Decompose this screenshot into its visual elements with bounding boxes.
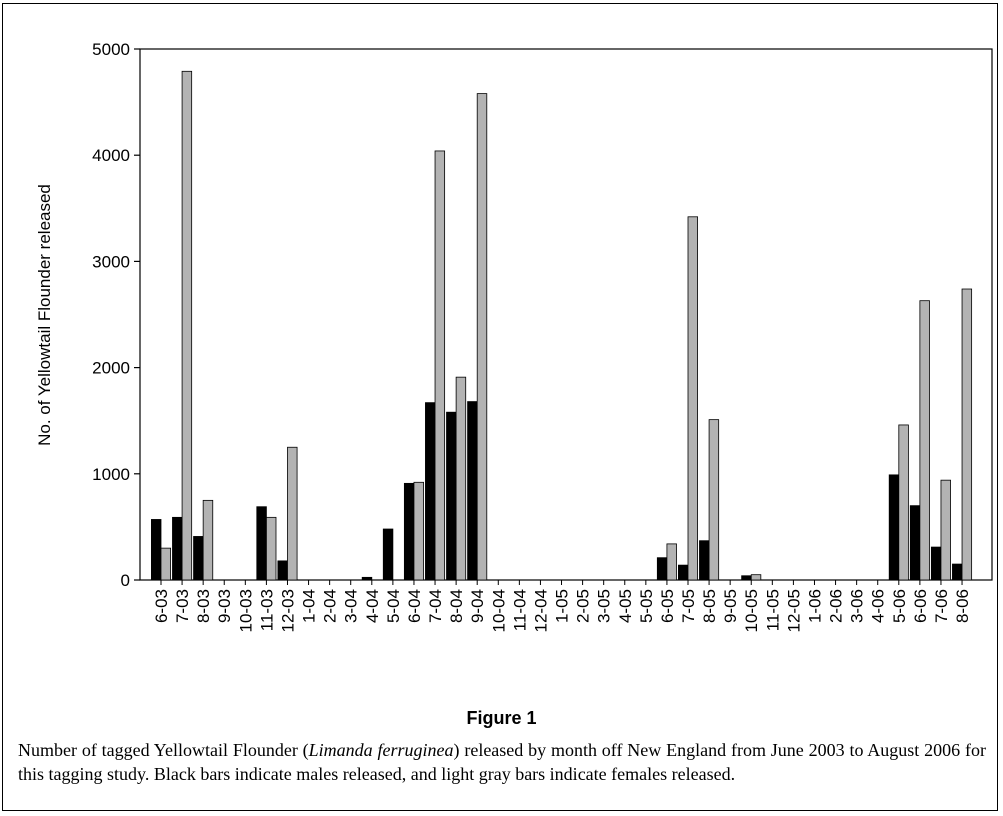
x-tick-label: 7-04 [426, 589, 445, 623]
x-tick-label: 10-04 [489, 589, 508, 632]
bar [181, 70, 193, 581]
bar [434, 150, 446, 581]
x-tick-label: 7-03 [173, 589, 192, 623]
figure-frame [2, 3, 998, 811]
x-tick-label: 4-06 [869, 589, 888, 623]
bar [382, 528, 394, 581]
x-tick-label: 6-05 [658, 589, 677, 623]
x-tick-label: 6-04 [405, 589, 424, 623]
x-tick-label: 8-06 [953, 589, 972, 623]
y-tick-label: 3000 [92, 252, 130, 271]
bar [898, 424, 909, 581]
x-tick-label: 1-05 [553, 589, 572, 623]
bar [277, 560, 288, 581]
caption-text: ) released by month off New England from… [18, 740, 986, 784]
x-tick-label: 3-05 [595, 589, 614, 623]
caption: Number of tagged Yellowtail Flounder (Li… [18, 738, 986, 786]
bar [193, 536, 204, 581]
x-tick-label: 3-04 [342, 589, 361, 623]
x-tick-label: 9-03 [215, 589, 234, 623]
y-tick-label: 2000 [92, 359, 130, 378]
bar [952, 563, 963, 581]
x-tick-label: 5-06 [890, 589, 909, 623]
bar [666, 543, 677, 581]
bar [467, 401, 478, 581]
bar [699, 540, 710, 581]
bar [446, 411, 457, 581]
plot-frame [139, 48, 993, 581]
bar [687, 216, 699, 581]
x-tick-label: 9-05 [721, 589, 740, 623]
y-tick-label: 4000 [92, 146, 130, 165]
x-tick-label: 9-04 [468, 589, 487, 623]
bar [888, 474, 900, 581]
caption-species: Limanda ferruginea [308, 740, 454, 760]
x-tick-label: 5-04 [384, 589, 403, 623]
x-tick-label: 8-05 [700, 589, 719, 623]
y-tick-label: 1000 [92, 465, 130, 484]
bar [361, 576, 373, 581]
x-tick-label: 4-04 [363, 589, 382, 623]
x-tick-label: 1-04 [300, 589, 319, 623]
y-tick-label: 5000 [92, 40, 130, 59]
bar [265, 516, 277, 581]
x-tick-label: 6-06 [911, 589, 930, 623]
figure-label: Figure 1 [466, 708, 537, 728]
x-tick-label: 2-04 [321, 589, 340, 623]
x-tick-label: 5-05 [637, 589, 656, 623]
bar [961, 288, 973, 581]
bar [287, 446, 298, 581]
caption-text: Number of tagged Yellowtail Flounder ( [18, 740, 309, 760]
x-tick-label: 11-04 [510, 589, 529, 631]
bar [708, 419, 720, 581]
x-tick-label: 4-05 [616, 589, 635, 623]
bar [202, 499, 214, 581]
x-tick-label: 1-06 [805, 589, 824, 623]
bar [413, 481, 424, 581]
bar [656, 557, 668, 581]
bar [476, 93, 488, 581]
x-tick-label: 12-05 [784, 589, 803, 632]
x-tick-label: 10-03 [236, 589, 255, 632]
x-tick-label: 10-05 [742, 589, 761, 632]
x-tick-label: 6-03 [152, 589, 171, 623]
bar [930, 546, 942, 581]
bar [425, 402, 436, 581]
bar [256, 506, 267, 581]
bar [750, 574, 762, 581]
x-tick-label: 7-06 [932, 589, 951, 623]
x-tick-label: 12-04 [531, 589, 550, 632]
bar [919, 300, 930, 581]
chart: No. of Yellowtail Flounder released 0 100… [35, 40, 993, 632]
x-tick-label: 2-06 [827, 589, 846, 623]
x-tick-label: 8-04 [447, 589, 466, 623]
bar [455, 376, 467, 581]
bar [940, 479, 951, 581]
y-axis-label: No. of Yellowtail Flounder released [35, 184, 54, 446]
x-tick-label: 8-03 [194, 589, 213, 623]
bar [150, 519, 162, 581]
x-tick-label: 12-03 [278, 589, 297, 632]
bar [741, 575, 752, 581]
bar [678, 564, 689, 581]
bar [160, 547, 172, 581]
x-tick-label: 7-05 [679, 589, 698, 623]
bar [909, 505, 921, 581]
y-tick-label: 0 [121, 571, 130, 590]
x-tick-label: 11-05 [763, 589, 782, 631]
bar [403, 482, 415, 581]
x-tick-label: 2-05 [574, 589, 593, 623]
x-tick-label: 11-03 [257, 589, 276, 631]
x-tick-label: 3-06 [848, 589, 867, 623]
bar [172, 516, 183, 581]
